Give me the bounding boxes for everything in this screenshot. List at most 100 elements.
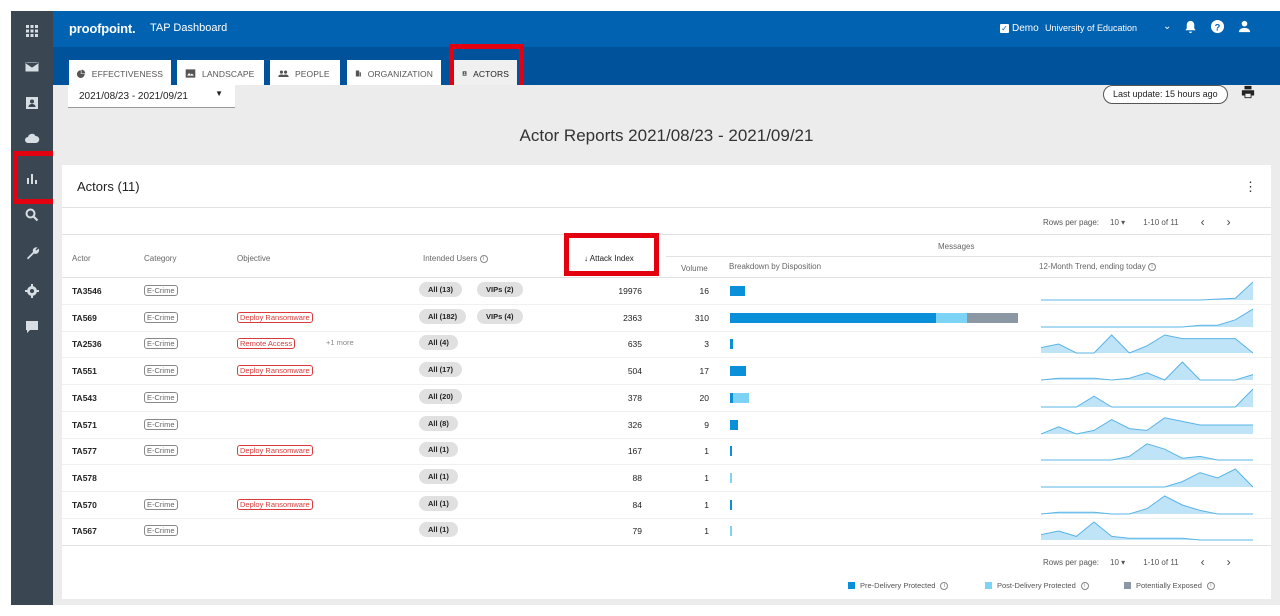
intended-users-chip[interactable]: All (182) [419,308,467,324]
pager-top: Rows per page: 10 ▾ 1-10 of 11 ‹ › [1043,215,1231,229]
cloud-icon[interactable] [22,129,42,149]
bell-icon[interactable] [1183,19,1199,35]
wrench-icon[interactable] [22,243,42,263]
tab-landscape[interactable]: LANDSCAPE [177,60,264,87]
rows-per-page-select[interactable]: 10 ▾ [1110,217,1126,227]
info-icon[interactable]: i [1206,581,1215,590]
table-row[interactable]: TA543 E-Crime All (20) 378 20 [62,385,1271,412]
table-row[interactable]: TA3546 E-Crime All (13) VIPs (2) 19976 16 [62,278,1271,305]
attack-index-value: 504 [627,366,642,377]
row-divider [62,464,1271,466]
col-attack-index[interactable]: ↓ Attack Index [584,254,634,263]
table-row[interactable]: TA570 E-Crime Deploy Ransomware All (1) 84 1 [62,492,1271,519]
intended-users-chip[interactable]: All (13) [419,282,463,297]
legend-label: Potentially Exposed [1136,581,1202,590]
last-update-button[interactable]: Last update: 15 hours ago [1103,85,1228,104]
intended-users-chip[interactable]: All (1) [419,468,458,484]
table-row[interactable]: TA2536 E-Crime Remote Access +1 more All (4)… [62,331,1271,359]
actor-name[interactable]: TA567 [72,526,97,537]
print-icon[interactable] [1241,85,1255,102]
objective-tag: Deploy Ransomware [237,365,313,377]
more-objectives-link[interactable]: +1 more [326,338,354,348]
rows-per-page-select[interactable]: 10 ▾ [1110,557,1126,567]
breakdown-bar-segment [936,312,967,323]
chevron-left-icon[interactable]: ‹ [1200,555,1205,569]
tab-organization[interactable]: ORGANIZATION [347,60,441,87]
trend-line [1041,281,1253,301]
intended-users-chip[interactable]: All (1) [419,522,458,538]
actor-name[interactable]: TA571 [72,419,97,430]
col-intended-users[interactable]: Intended Users i [423,254,488,263]
actor-name[interactable]: TA578 [72,472,97,483]
info-icon[interactable]: i [940,581,949,590]
attack-index-value: 2363 [623,312,642,323]
table-row[interactable]: TA571 E-Crime All (8) 326 9 [62,412,1271,439]
attack-index-value: 378 [627,392,642,403]
trend-line [1041,388,1253,408]
intended-users-chip[interactable]: All (17) [419,362,463,378]
trend-line [1041,361,1253,381]
col-volume[interactable]: Volume [681,264,708,273]
info-icon[interactable]: i [1080,581,1089,590]
highlight-frame-column [564,233,659,276]
category-tag: E-Crime [144,311,178,323]
col-category[interactable]: Category [144,254,177,263]
table-row[interactable]: TA577 E-Crime Deploy Ransomware All (1) 167 1 [62,438,1271,466]
date-range-select[interactable]: 2021/08/23 - 2021/09/21 ▼ [68,85,235,108]
contact-card-icon[interactable] [22,93,42,113]
actor-name[interactable]: TA3546 [72,286,102,296]
apps-grid-icon[interactable] [22,21,42,41]
more-vert-icon[interactable]: ⋮ [1244,179,1257,194]
intended-users-chip[interactable]: All (1) [419,442,458,458]
objective-tag: Deploy Ransomware [237,311,313,323]
divider [62,277,1271,278]
brand-logo[interactable]: proofpoint. [69,21,136,36]
demo-toggle[interactable]: ✓ Demo [1000,23,1039,34]
tab-effectiveness[interactable]: EFFECTIVENESS [69,60,171,87]
table-row[interactable]: TA567 E-Crime All (1) 79 1 [62,518,1271,544]
category-tag: E-Crime [144,445,178,457]
actor-name[interactable]: TA570 [72,499,97,510]
org-selector[interactable]: University of Education [1045,23,1138,33]
actor-name[interactable]: TA543 [72,392,97,403]
intended-users-chip[interactable]: All (8) [419,415,458,431]
table-row[interactable]: TA551 E-Crime Deploy Ransomware All (17) 504… [62,358,1271,386]
chevron-down-icon[interactable]: ⌄ [1163,21,1172,32]
search-icon[interactable] [22,205,42,225]
chevron-right-icon[interactable]: › [1226,555,1231,569]
table-row[interactable]: TA578 All (1) 88 1 [62,465,1271,492]
intended-users-chip[interactable]: All (20) [419,388,463,404]
breakdown-bar-segment [730,472,732,483]
actors-card: Actors (11) ⋮ Rows per page: 10 ▾ 1-10 o… [62,165,1271,599]
trend-sparkline [1041,361,1253,381]
message-icon[interactable] [22,317,42,337]
info-icon[interactable]: i [479,254,488,263]
volume-value: 1 [704,499,709,510]
actor-name[interactable]: TA569 [72,312,97,323]
table-row[interactable]: TA569 E-Crime Deploy Ransomware All (182) VI… [62,305,1271,332]
tab-actors[interactable]: ACTORS [454,60,517,87]
page-range: 1-10 of 11 [1143,557,1179,567]
intended-users-chip[interactable]: All (1) [419,495,458,511]
actor-name[interactable]: TA577 [72,446,97,457]
intended-users-chip[interactable]: All (4) [419,335,458,351]
trend-area [1041,388,1253,407]
tab-people[interactable]: PEOPLE [270,60,340,87]
bar-chart-icon[interactable] [22,169,42,189]
help-icon[interactable]: ? [1210,19,1226,35]
user-icon[interactable] [1237,19,1253,35]
gear-icon[interactable] [22,281,42,301]
chevron-right-icon[interactable]: › [1226,215,1231,229]
intended-users-chip[interactable]: VIPs (4) [477,308,523,324]
actor-name[interactable]: TA2536 [72,339,102,350]
intended-users-chip[interactable]: VIPs (2) [477,282,523,297]
col-objective[interactable]: Objective [237,254,271,263]
actor-name[interactable]: TA551 [72,366,97,377]
col-actor[interactable]: Actor [72,254,91,263]
organization-icon [355,70,361,77]
checkbox-icon[interactable]: ✓ [1000,24,1009,33]
chevron-left-icon[interactable]: ‹ [1200,215,1205,229]
mail-icon[interactable] [22,57,42,77]
tab-label: ORGANIZATION [367,68,433,79]
info-icon[interactable]: i [1147,262,1156,271]
